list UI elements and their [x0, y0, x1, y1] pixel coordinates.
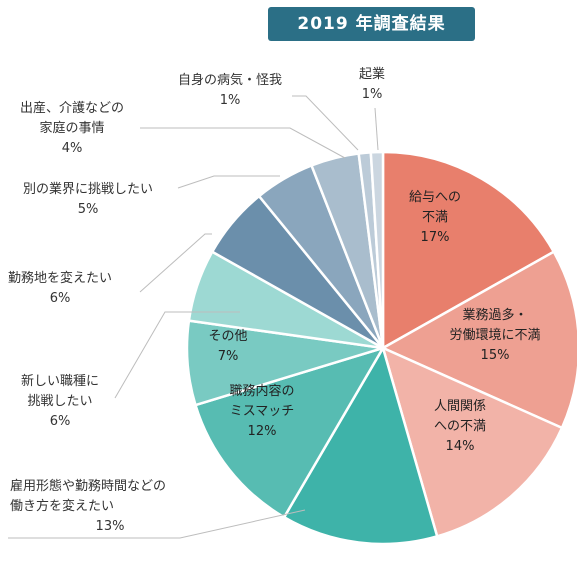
slice-11-label-group: 自身の病気・怪我 1% [178, 72, 282, 108]
slice-4-label-line-2: 働き方を変えたい [10, 498, 114, 514]
slice-3-label-line-1: 人間関係 [434, 399, 486, 414]
slice-11-leader-line [292, 95, 359, 151]
slice-4-label-line-1: 雇用形態や勤務時間などの [10, 478, 166, 494]
slice-5-label-line-2: ミスマッチ [230, 404, 295, 419]
chart-title: 2019 年調査結果 [297, 14, 446, 34]
leader-lines [8, 95, 379, 539]
slice-5-percent-label: 12% [248, 424, 277, 439]
slice-11-label-line-1: 自身の病気・怪我 [178, 72, 282, 88]
slice-6-label-line-1: その他 [208, 329, 247, 344]
slice-7-percent-label: 6% [50, 414, 71, 429]
slice-8-percent-label: 6% [50, 291, 71, 306]
slice-9-label-group: 別の業界に挑戦したい 5% [23, 181, 153, 217]
slice-7-leader-line [114, 311, 240, 399]
slice-5-wedge [193, 345, 386, 519]
slice-1-percent-label: 17% [421, 230, 450, 245]
slice-3-wedge [381, 345, 564, 538]
slice-9-percent-label: 5% [78, 202, 99, 217]
slice-10-percent-label: 4% [62, 141, 83, 156]
slice-2-label-line-2: 労働環境に不満 [449, 328, 540, 343]
title-badge [268, 7, 475, 41]
slice-12-label-line-1: 起業 [359, 66, 385, 82]
slice-2-percent-label: 15% [481, 348, 510, 363]
slice-3-percent-label: 14% [446, 439, 475, 454]
slice-8-leader-line [139, 233, 212, 293]
slice-7-label-line-1: 新しい職種に [21, 373, 99, 389]
slice-2-wedge [380, 250, 577, 430]
slice-3-label-line-2: への不満 [434, 419, 486, 434]
slice-12-wedge [369, 150, 385, 349]
slice-9-leader-line [177, 175, 280, 189]
slice-4-percent-label: 13% [96, 519, 125, 534]
slice-4-leader-line [8, 509, 306, 539]
slice-1-wedge [381, 150, 556, 351]
slice-9-label-line-1: 別の業界に挑戦したい [23, 181, 153, 197]
slice-6-label-group: その他 7% [208, 329, 247, 364]
slice-7-label-line-2: 挑戦したい [27, 394, 92, 409]
slice-2-label-group: 業務過多・労働環境に不満 15% [449, 307, 540, 363]
pie-slices [185, 150, 577, 546]
slice-12-leader-line [374, 107, 379, 151]
slice-4-wedge [282, 344, 439, 546]
slice-6-percent-label: 7% [218, 349, 239, 364]
slice-1-label-line-1: 給与への [409, 190, 461, 205]
slice-11-percent-label: 1% [220, 93, 241, 108]
slice-12-percent-label: 1% [362, 87, 383, 102]
slice-1-label-line-2: 不満 [422, 210, 448, 225]
slice-8-label-group: 勤務地を変えたい 6% [8, 270, 112, 306]
slice-2-label-line-1: 業務過多・ [462, 307, 527, 323]
slice-10-label-line-2: 家庭の事情 [39, 120, 104, 136]
slice-5-label-line-1: 職務内容の [229, 383, 294, 399]
slice-12-label-group: 起業 1% [359, 66, 385, 102]
slice-8-label-line-1: 勤務地を変えたい [8, 270, 112, 286]
slice-10-label-line-1: 出産、介護などの [20, 100, 124, 116]
slice-10-leader-line [140, 127, 346, 159]
